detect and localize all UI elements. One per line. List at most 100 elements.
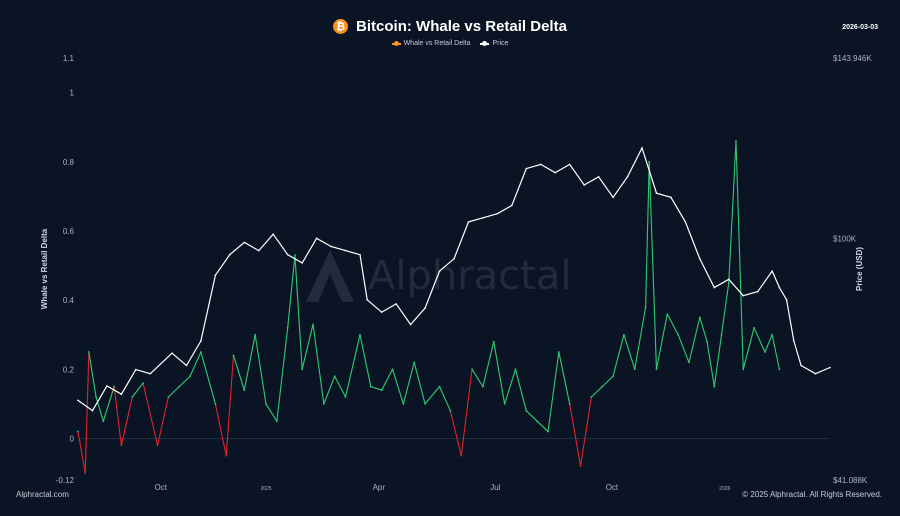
delta-segment bbox=[666, 313, 679, 335]
delta-point bbox=[677, 333, 680, 336]
price-point bbox=[243, 241, 246, 244]
delta-segment bbox=[706, 341, 715, 387]
x-tick-label: Oct bbox=[606, 483, 619, 492]
delta-point bbox=[167, 396, 170, 398]
price-point bbox=[684, 221, 687, 223]
price-line bbox=[77, 146, 831, 412]
delta-point bbox=[333, 375, 336, 378]
price-point bbox=[699, 258, 701, 260]
delta-segment bbox=[254, 334, 267, 404]
legend: Whale vs Retail Delta Price bbox=[0, 40, 900, 47]
y-tick-label: -0.12 bbox=[56, 476, 75, 485]
delta-point bbox=[753, 326, 755, 329]
price-point bbox=[793, 340, 795, 342]
footer-source[interactable]: Alphractal.com bbox=[16, 490, 69, 499]
price-point bbox=[814, 372, 817, 375]
series-whale-vs-retail-delta bbox=[77, 140, 781, 474]
price-point bbox=[511, 204, 513, 207]
delta-point bbox=[742, 368, 745, 371]
delta-point bbox=[424, 403, 426, 405]
delta-point bbox=[286, 326, 289, 329]
delta-segment bbox=[579, 396, 592, 467]
delta-segment bbox=[131, 382, 144, 398]
delta-point bbox=[644, 306, 647, 308]
delta-point bbox=[380, 389, 383, 391]
delta-segment bbox=[688, 317, 701, 363]
delta-point bbox=[265, 403, 267, 405]
y-tick-label: 1 bbox=[70, 89, 75, 98]
delta-point bbox=[438, 385, 441, 388]
delta-point bbox=[413, 361, 416, 364]
price-point bbox=[800, 364, 802, 367]
delta-segment bbox=[634, 306, 647, 370]
y2-tick-label: $143.946K bbox=[833, 54, 872, 63]
delta-point bbox=[771, 333, 774, 336]
delta-segment bbox=[276, 327, 289, 422]
price-point bbox=[641, 147, 643, 149]
price-point bbox=[597, 175, 600, 178]
price-point bbox=[344, 249, 347, 252]
price-point bbox=[395, 303, 397, 305]
delta-segment bbox=[645, 161, 650, 308]
delta-segment bbox=[370, 386, 382, 391]
delta-segment bbox=[514, 369, 527, 411]
delta-point bbox=[557, 351, 560, 353]
legend-item-price[interactable]: Price bbox=[480, 40, 508, 47]
delta-segment bbox=[742, 327, 755, 370]
y-tick-label: 0.6 bbox=[63, 227, 75, 236]
y2-axis-label: Price (USD) bbox=[855, 247, 864, 291]
delta-segment bbox=[449, 410, 462, 456]
delta-segment bbox=[243, 334, 256, 391]
delta-segment bbox=[301, 324, 314, 370]
delta-segment bbox=[225, 355, 235, 456]
delta-segment bbox=[142, 383, 159, 446]
delta-point bbox=[612, 375, 614, 378]
delta-point bbox=[688, 361, 690, 364]
delta-segment bbox=[178, 375, 191, 388]
y-axis-left: 1.1 1 0.8 0.6 0.4 0.2 0 -0.12 bbox=[56, 54, 75, 485]
price-point bbox=[91, 409, 94, 412]
price-point bbox=[727, 278, 730, 281]
delta-segment bbox=[460, 369, 473, 456]
delta-segment bbox=[439, 386, 451, 412]
delta-point bbox=[178, 385, 181, 388]
delta-segment bbox=[753, 327, 766, 353]
delta-point bbox=[547, 430, 549, 433]
delta-point bbox=[232, 354, 235, 357]
delta-point bbox=[225, 454, 228, 457]
delta-segment bbox=[294, 255, 303, 370]
price-point bbox=[424, 307, 426, 309]
delta-segment bbox=[536, 420, 549, 432]
y-tick-label: 0.4 bbox=[63, 296, 75, 305]
delta-point bbox=[503, 403, 506, 405]
delta-segment bbox=[655, 313, 668, 370]
delta-segment bbox=[720, 282, 730, 335]
delta-segment bbox=[359, 334, 372, 387]
delta-segment bbox=[601, 375, 614, 388]
delta-point bbox=[95, 396, 97, 398]
price-point bbox=[315, 237, 318, 240]
delta-segment bbox=[345, 334, 361, 398]
price-point bbox=[106, 385, 108, 387]
price-point bbox=[785, 299, 788, 301]
delta-point bbox=[666, 313, 669, 315]
legend-item-delta[interactable]: Whale vs Retail Delta bbox=[391, 40, 470, 47]
delta-segment bbox=[735, 140, 744, 370]
delta-point bbox=[590, 396, 593, 398]
delta-point bbox=[369, 385, 372, 388]
delta-point bbox=[254, 333, 257, 336]
price-point bbox=[482, 216, 484, 219]
price-point bbox=[829, 366, 831, 369]
delta-point bbox=[156, 444, 159, 447]
delta-segment bbox=[413, 362, 426, 405]
delta-point bbox=[120, 444, 123, 447]
delta-point bbox=[77, 430, 79, 433]
price-point bbox=[135, 368, 137, 371]
delta-segment bbox=[648, 161, 658, 370]
price-point bbox=[742, 294, 745, 297]
delta-segment bbox=[558, 351, 571, 405]
price-point bbox=[467, 221, 470, 223]
delta-segment bbox=[334, 375, 347, 398]
price-point bbox=[525, 167, 528, 170]
price-point bbox=[185, 364, 188, 367]
